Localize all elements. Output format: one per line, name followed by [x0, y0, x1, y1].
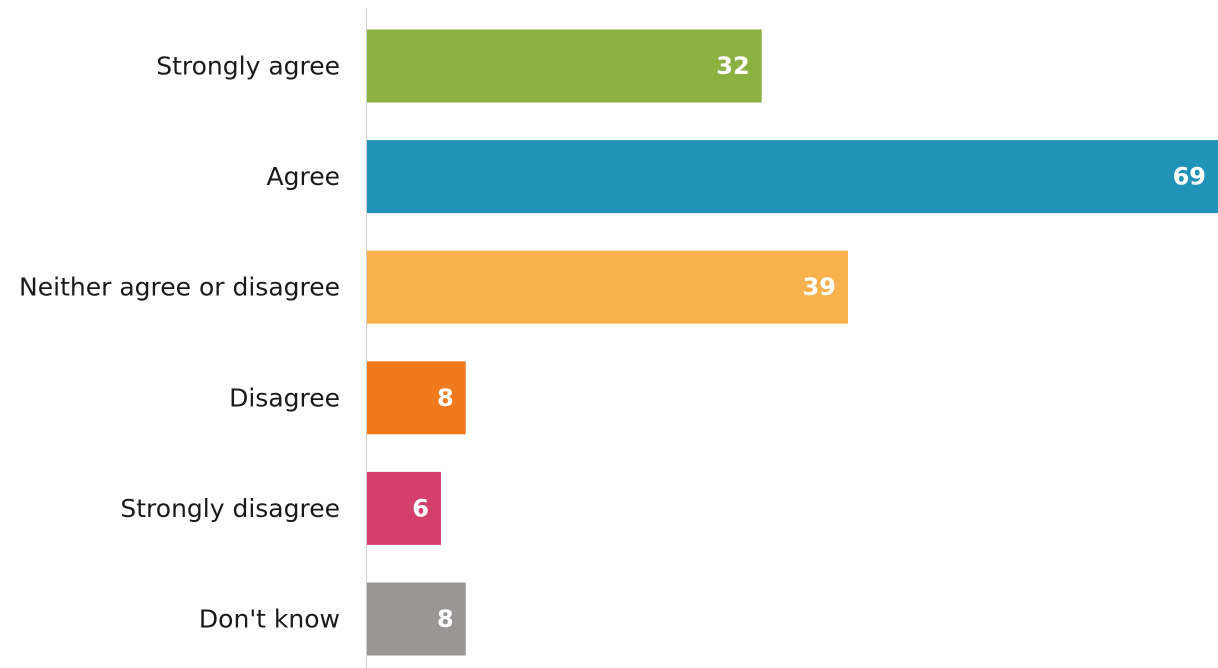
data-label-don-t-know: 8: [437, 605, 454, 633]
category-label-agree: Agree: [267, 162, 340, 191]
bar-agree: [367, 140, 1218, 214]
data-labels-group: 32 69 39 8 6 8: [412, 52, 1206, 633]
data-label-strongly-agree: 32: [716, 52, 749, 80]
bar-neither-agree-or-disagree: [367, 250, 848, 324]
data-label-agree: 69: [1173, 163, 1206, 191]
data-label-neither-agree-or-disagree: 39: [803, 273, 836, 301]
bar-don-t-know: [367, 582, 466, 656]
category-label-don-t-know: Don't know: [199, 605, 340, 634]
category-label-neither-agree-or-disagree: Neither agree or disagree: [19, 273, 340, 302]
category-label-strongly-agree: Strongly agree: [156, 52, 340, 81]
data-label-disagree: 8: [437, 384, 454, 412]
category-label-strongly-disagree: Strongly disagree: [120, 494, 340, 523]
category-labels-group: Strongly agree Agree Neither agree or disa…: [19, 52, 340, 634]
bar-strongly-agree: [367, 29, 762, 103]
bars-group: [367, 29, 1218, 656]
category-label-disagree: Disagree: [229, 383, 340, 412]
data-label-strongly-disagree: 6: [412, 494, 429, 522]
bar-disagree: [367, 361, 466, 435]
bar-strongly-disagree: [367, 471, 441, 545]
